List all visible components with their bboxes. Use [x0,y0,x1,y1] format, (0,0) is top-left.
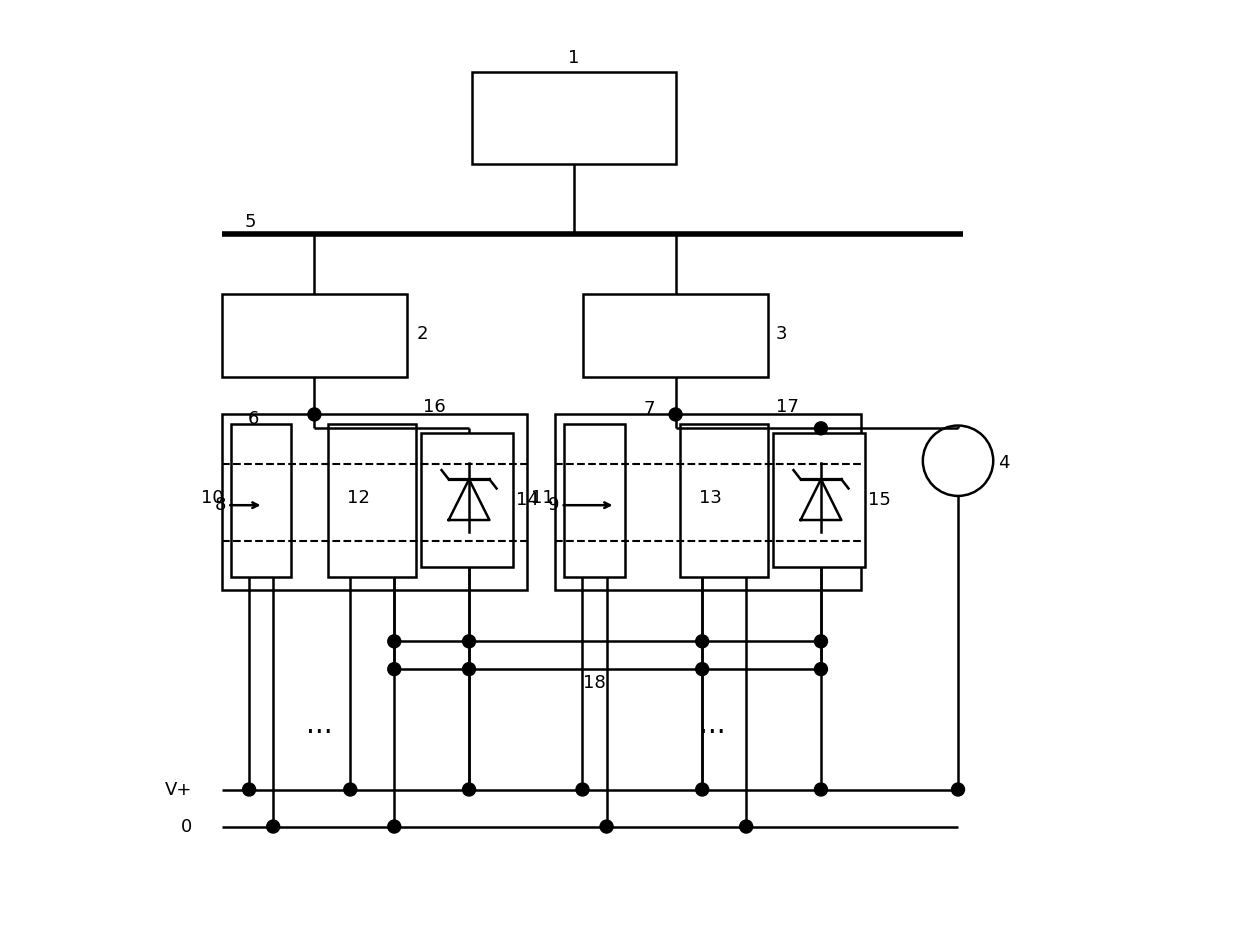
Circle shape [388,820,401,833]
Bar [681,424,768,576]
Text: 3: 3 [775,325,787,343]
Bar [472,71,676,164]
Circle shape [243,783,255,796]
Bar [773,433,866,567]
Text: 9: 9 [548,496,559,514]
Text: 5: 5 [246,212,257,231]
Circle shape [388,634,401,648]
Bar [564,424,625,576]
Text: 7: 7 [644,400,655,418]
Circle shape [463,663,475,676]
Text: V+: V+ [165,780,192,798]
Circle shape [740,820,753,833]
Text: 14: 14 [516,491,539,509]
Circle shape [308,408,321,421]
Circle shape [696,663,709,676]
Circle shape [388,663,401,676]
Text: 10: 10 [201,489,223,507]
Text: 6: 6 [248,410,259,428]
Text: 12: 12 [347,489,370,507]
Circle shape [696,634,709,648]
Circle shape [815,634,827,648]
Bar [231,424,291,576]
Text: 2: 2 [417,325,428,343]
Text: 0: 0 [181,818,192,836]
Circle shape [343,783,357,796]
Circle shape [696,783,709,796]
Text: 15: 15 [868,491,892,509]
Circle shape [463,783,475,796]
Text: 16: 16 [423,398,445,416]
Bar [222,415,527,590]
Circle shape [463,634,475,648]
Circle shape [577,783,589,796]
Circle shape [600,820,613,833]
Circle shape [267,820,280,833]
Circle shape [815,783,827,796]
Text: ...: ... [699,711,725,739]
Text: 18: 18 [583,674,605,692]
Circle shape [670,408,682,421]
Bar [420,433,513,567]
Text: 13: 13 [698,489,722,507]
Text: 4: 4 [998,454,1009,472]
Text: 11: 11 [531,489,553,507]
Text: 17: 17 [775,398,799,416]
Circle shape [951,783,965,796]
Bar [222,294,407,377]
Bar [329,424,417,576]
Text: ...: ... [306,711,332,739]
Circle shape [815,663,827,676]
Text: 8: 8 [215,496,226,514]
Bar [583,294,768,377]
Circle shape [815,422,827,435]
Bar [556,415,861,590]
Text: 1: 1 [568,49,579,67]
